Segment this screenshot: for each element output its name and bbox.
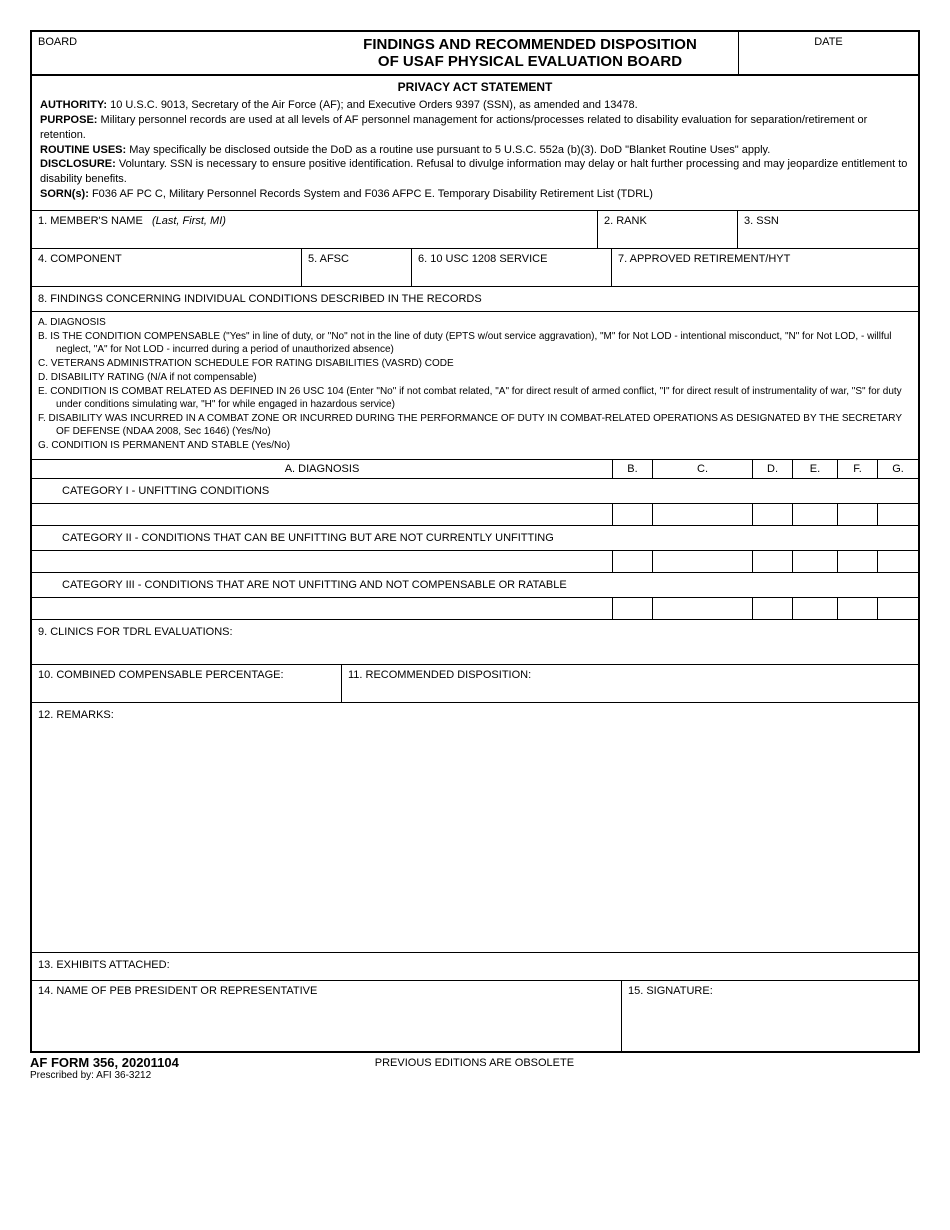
field-10-combined[interactable]: 10. COMBINED COMPENSABLE PERCENTAGE: [32, 665, 342, 702]
field-4-component[interactable]: 4. COMPONENT [32, 249, 302, 286]
disclosure-label: DISCLOSURE: [40, 158, 116, 170]
board-label: BOARD [32, 32, 322, 74]
legend-b: B. IS THE CONDITION COMPENSABLE ("Yes" i… [56, 330, 912, 356]
row-component-afsc: 4. COMPONENT 5. AFSC 6. 10 USC 1208 SERV… [32, 249, 918, 287]
th-e: E. [793, 460, 838, 478]
category-3-header: CATEGORY III - CONDITIONS THAT ARE NOT U… [32, 573, 918, 598]
privacy-body: AUTHORITY: 10 U.S.C. 9013, Secretary of … [32, 96, 918, 211]
title-line1: FINDINGS AND RECOMMENDED DISPOSITION [328, 36, 732, 53]
disclosure-text: Voluntary. SSN is necessary to ensure po… [40, 158, 907, 185]
authority-text: 10 U.S.C. 9013, Secretary of the Air For… [107, 99, 638, 111]
obsolete-notice: PREVIOUS EDITIONS ARE OBSOLETE [179, 1055, 770, 1069]
th-d: D. [753, 460, 793, 478]
legend-c: C. VETERANS ADMINISTRATION SCHEDULE FOR … [38, 357, 912, 370]
category-3-data-row[interactable] [32, 598, 918, 620]
date-label: DATE [738, 32, 918, 74]
field-2-rank[interactable]: 2. RANK [598, 211, 738, 248]
field-5-afsc[interactable]: 5. AFSC [302, 249, 412, 286]
th-b: B. [613, 460, 653, 478]
sorn-label: SORN(s): [40, 188, 89, 200]
field-6-service[interactable]: 6. 10 USC 1208 SERVICE [412, 249, 612, 286]
form-container: BOARD FINDINGS AND RECOMMENDED DISPOSITI… [30, 30, 920, 1053]
field-11-disposition[interactable]: 11. RECOMMENDED DISPOSITION: [342, 665, 918, 702]
form-title: FINDINGS AND RECOMMENDED DISPOSITION OF … [322, 32, 738, 74]
row-name-rank-ssn: 1. MEMBER'S NAME (Last, First, MI) 2. RA… [32, 211, 918, 249]
purpose-label: PURPOSE: [40, 114, 97, 126]
legend-a: A. DIAGNOSIS [38, 316, 912, 329]
purpose-text: Military personnel records are used at a… [40, 114, 867, 141]
legend-g: G. CONDITION IS PERMANENT AND STABLE (Ye… [38, 439, 912, 452]
category-2-data-row[interactable] [32, 551, 918, 573]
f1-label: 1. MEMBER'S NAME [38, 215, 143, 227]
category-2-header: CATEGORY II - CONDITIONS THAT CAN BE UNF… [32, 526, 918, 551]
field-1-member-name[interactable]: 1. MEMBER'S NAME (Last, First, MI) [32, 211, 598, 248]
privacy-title: PRIVACY ACT STATEMENT [32, 76, 918, 96]
form-id: AF FORM 356, 20201104 [30, 1055, 179, 1070]
f1-hint: (Last, First, MI) [152, 215, 226, 227]
field-15-signature[interactable]: 15. SIGNATURE: [622, 981, 918, 1051]
prescribed-by: Prescribed by: AFI 36-3212 [30, 1070, 179, 1081]
category-1-data-row[interactable] [32, 504, 918, 526]
field-7-retirement[interactable]: 7. APPROVED RETIREMENT/HYT [612, 249, 918, 286]
findings-legend: A. DIAGNOSIS B. IS THE CONDITION COMPENS… [32, 312, 918, 460]
row-14-15: 14. NAME OF PEB PRESIDENT OR REPRESENTAT… [32, 981, 918, 1051]
routine-text: May specifically be disclosed outside th… [126, 144, 770, 156]
authority-label: AUTHORITY: [40, 99, 107, 111]
th-c: C. [653, 460, 753, 478]
th-g: G. [878, 460, 918, 478]
legend-d: D. DISABILITY RATING (N/A if not compens… [38, 371, 912, 384]
header-row: BOARD FINDINGS AND RECOMMENDED DISPOSITI… [32, 32, 918, 76]
field-8-findings-header: 8. FINDINGS CONCERNING INDIVIDUAL CONDIT… [32, 287, 918, 312]
field-3-ssn[interactable]: 3. SSN [738, 211, 918, 248]
field-14-peb-name[interactable]: 14. NAME OF PEB PRESIDENT OR REPRESENTAT… [32, 981, 622, 1051]
row-10-11: 10. COMBINED COMPENSABLE PERCENTAGE: 11.… [32, 665, 918, 703]
legend-e: E. CONDITION IS COMBAT RELATED AS DEFINE… [56, 385, 912, 411]
category-1-header: CATEGORY I - UNFITTING CONDITIONS [32, 479, 918, 504]
routine-label: ROUTINE USES: [40, 144, 126, 156]
field-9-clinics[interactable]: 9. CLINICS FOR TDRL EVALUATIONS: [32, 620, 918, 665]
findings-table-header: A. DIAGNOSIS B. C. D. E. F. G. [32, 460, 918, 479]
form-footer: AF FORM 356, 20201104 Prescribed by: AFI… [30, 1053, 920, 1081]
sorn-text: F036 AF PC C, Military Personnel Records… [89, 188, 653, 200]
field-13-exhibits[interactable]: 13. EXHIBITS ATTACHED: [32, 953, 918, 981]
title-line2: OF USAF PHYSICAL EVALUATION BOARD [328, 53, 732, 70]
th-diagnosis: A. DIAGNOSIS [32, 460, 613, 478]
field-12-remarks[interactable]: 12. REMARKS: [32, 703, 918, 953]
legend-f: F. DISABILITY WAS INCURRED IN A COMBAT Z… [56, 412, 912, 438]
th-f: F. [838, 460, 878, 478]
